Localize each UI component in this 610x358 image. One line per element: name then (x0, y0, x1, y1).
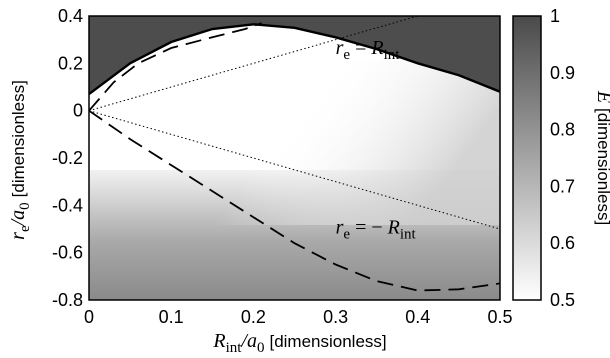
plot-frame (88, 15, 501, 301)
y-tick-label: -0.6 (52, 243, 83, 263)
colorbar-tick-label: 1 (550, 6, 560, 26)
heatmap-field (89, 16, 500, 300)
field-upper-region (89, 16, 500, 95)
colorbar-tick-label: 0.9 (550, 63, 575, 83)
dashed-curve-lower (89, 109, 500, 292)
y-tick-label: 0.4 (58, 6, 83, 26)
colorbar-label: Ē[dimensionless] (593, 90, 610, 225)
x-axis-label: Rint/a0 [dimensionless] (212, 330, 386, 356)
field-diagonal-shade (89, 60, 500, 225)
x-tick-label: 0.2 (241, 307, 266, 327)
dashed-curve-upper (89, 22, 262, 112)
y-tick-label: -0.4 (52, 195, 83, 215)
colorbar-tick-label: 0.7 (550, 176, 575, 196)
x-axis-ticks: 0 0.1 0.2 0.3 0.4 0.5 (84, 307, 513, 327)
x-tick-label: 0 (84, 307, 94, 327)
y-tick-label: -0.2 (52, 148, 83, 168)
colorbar: 1 0.9 0.8 0.7 0.6 0.5 Ē[dimensionless] (512, 6, 610, 310)
annotation-re-equals-rint: re = Rint (336, 37, 401, 63)
annotation-re-equals-minus-rint: re = − Rint (336, 217, 417, 243)
y-tick-label: 0 (73, 101, 83, 121)
y-tick-label: -0.8 (52, 290, 83, 310)
colorbar-tick-label: 0.8 (550, 120, 575, 140)
y-tick-label: 0.2 (58, 53, 83, 73)
y-axis-label: re/a0[dimensionless] (7, 80, 33, 240)
colorbar-tick-label: 0.6 (550, 233, 575, 253)
colorbar-gradient (512, 15, 542, 301)
x-tick-label: 0.3 (323, 307, 348, 327)
dotted-line-negative (89, 110, 500, 230)
x-tick-label: 0.5 (487, 307, 512, 327)
y-axis-ticks: 0.4 0.2 0 -0.2 -0.4 -0.6 -0.8 (52, 6, 83, 310)
x-tick-label: 0.4 (405, 307, 430, 327)
x-tick-label: 0.1 (159, 307, 184, 327)
boundary-curve (89, 23, 500, 96)
colorbar-tick-label: 0.5 (550, 290, 575, 310)
